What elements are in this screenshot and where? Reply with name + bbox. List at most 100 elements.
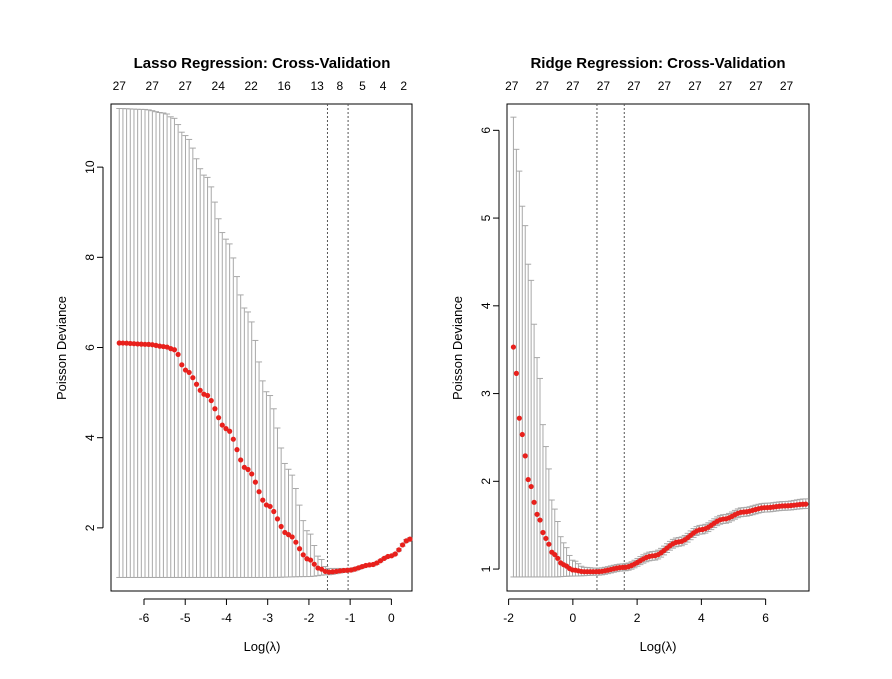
mean-deviance-point [803,501,809,507]
lasso-top-axis: 27 27 27 24 22 16 13 8 5 4 2 [113,79,408,93]
mean-deviance-point [311,561,317,567]
top-tick-label: 27 [566,79,580,93]
ridge-x-label: Log(λ) [640,639,677,654]
mean-deviance-point [204,392,211,399]
mean-deviance-point [543,535,549,542]
mean-deviance-point [407,536,413,542]
y-tick-label: 4 [83,434,97,441]
mean-deviance-point [519,431,525,438]
mean-deviance-point [510,344,517,350]
mean-deviance-point [392,551,398,557]
y-tick-label: 4 [479,302,493,309]
mean-deviance-point [537,517,543,523]
mean-deviance-point [513,370,519,376]
mean-deviance-point [278,523,284,530]
mean-deviance-point [546,541,552,547]
x-tick-label: -2 [304,611,315,625]
mean-deviance-point [525,476,531,483]
mean-deviance-point [249,471,255,477]
ridge-points [510,344,809,575]
mean-deviance-point [182,367,189,373]
y-tick-label: 6 [83,344,97,351]
mean-deviance-point [230,436,236,442]
mean-deviance-point [516,415,522,421]
mean-deviance-point [238,457,244,463]
mean-deviance-point [215,415,222,421]
top-tick-label: 27 [536,79,550,93]
mean-deviance-point [307,557,314,563]
lasso-points [116,340,413,575]
top-tick-label: 2 [400,79,407,93]
mean-deviance-point [522,453,528,459]
mean-deviance-point [289,534,295,540]
y-tick-label: 2 [479,478,493,485]
x-tick-label: 4 [698,611,705,625]
top-tick-label: 13 [310,79,324,93]
y-tick-label: 5 [479,214,493,221]
top-tick-label: 27 [688,79,702,93]
mean-deviance-point [341,567,347,574]
x-tick-label: -3 [262,611,273,625]
top-tick-label: 27 [597,79,611,93]
top-tick-label: 27 [146,79,160,93]
top-tick-label: 27 [113,79,127,93]
mean-deviance-point [531,499,537,505]
top-tick-label: 27 [658,79,672,93]
top-tick-label: 27 [505,79,519,93]
y-tick-label: 2 [83,524,97,531]
y-tick-label: 3 [479,390,493,397]
mean-deviance-point [175,351,181,358]
x-tick-label: 6 [762,611,769,625]
top-tick-label: 5 [359,79,366,93]
lasso-x-label: Log(λ) [244,639,281,654]
ridge-y-label: Poisson Deviance [450,296,465,400]
lasso-y-label: Poisson Deviance [54,296,69,400]
top-tick-label: 16 [277,79,291,93]
mean-deviance-point [212,406,218,412]
mean-deviance-point [267,503,273,510]
mean-deviance-point [227,428,233,434]
mean-deviance-point [296,546,303,552]
mean-deviance-point [179,362,185,368]
mean-deviance-point [399,542,406,548]
mean-deviance-point [245,466,251,473]
lasso-x-axis: -6 -5 -4 -3 -2 -1 0 [139,598,395,625]
x-tick-label: 0 [570,611,577,625]
mean-deviance-point [208,397,214,404]
top-tick-label: 27 [179,79,193,93]
lasso-plot-frame [110,103,413,592]
y-tick-label: 6 [479,127,493,134]
lasso-reference-lines [326,104,349,591]
top-tick-label: 27 [719,79,733,93]
ridge-panel: Ridge Regression: Cross-Validation 27 27 2… [450,55,810,654]
ridge-title: Ridge Regression: Cross-Validation [530,55,785,72]
mean-deviance-point [377,558,384,564]
mean-deviance-point [142,341,148,347]
mean-deviance-point [252,479,258,485]
mean-deviance-point [534,511,540,517]
top-tick-label: 27 [749,79,763,93]
mean-deviance-point [555,555,561,561]
x-tick-label: -2 [503,611,514,625]
ridge-y-axis: 1 2 3 4 5 6 [479,127,500,572]
x-tick-label: 2 [634,611,641,625]
top-tick-label: 24 [212,79,226,93]
x-tick-label: -4 [221,611,232,625]
x-tick-label: -6 [139,611,150,625]
mean-deviance-point [135,341,141,347]
ridge-top-axis: 27 27 27 27 27 27 27 27 27 27 [505,79,793,93]
mean-deviance-point [171,347,178,353]
mean-deviance-point [124,340,130,346]
mean-deviance-point [271,508,277,515]
top-tick-label: 27 [780,79,794,93]
mean-deviance-point [116,340,122,346]
lasso-y-axis: 2 4 6 8 10 [83,160,104,531]
mean-deviance-point [528,483,534,490]
mean-deviance-point [274,516,281,522]
mean-deviance-point [131,341,137,347]
x-tick-label: -1 [345,611,356,625]
top-tick-label: 27 [627,79,641,93]
mean-deviance-point [540,529,546,536]
ridge-plot-frame [506,103,810,592]
